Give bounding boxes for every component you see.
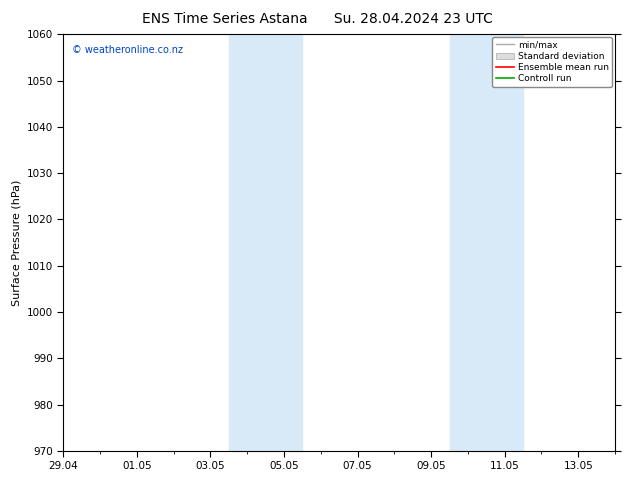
Text: ENS Time Series Astana      Su. 28.04.2024 23 UTC: ENS Time Series Astana Su. 28.04.2024 23… (141, 12, 493, 26)
Bar (229, 34, 302, 451)
Bar (450, 34, 523, 451)
Legend: min/max, Standard deviation, Ensemble mean run, Controll run: min/max, Standard deviation, Ensemble me… (493, 37, 612, 87)
Text: © weatheronline.co.nz: © weatheronline.co.nz (72, 45, 183, 55)
Y-axis label: Surface Pressure (hPa): Surface Pressure (hPa) (11, 179, 21, 306)
